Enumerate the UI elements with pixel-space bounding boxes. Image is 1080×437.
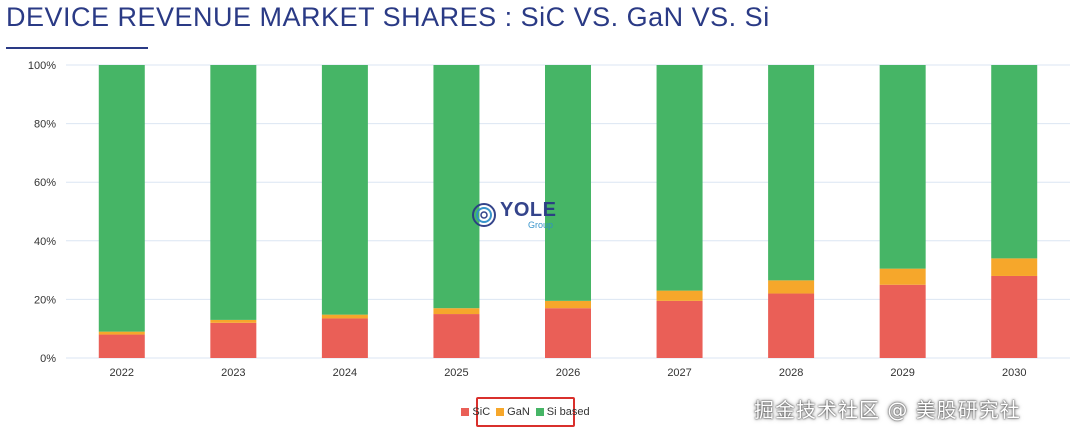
bar-sic [210, 322, 257, 358]
bar-sic [98, 334, 145, 358]
bar-gan [656, 290, 703, 301]
legend-swatch [496, 408, 505, 416]
bar-gan [545, 300, 591, 309]
x-tick-label: 2023 [221, 367, 245, 379]
x-tick-label: 2030 [1002, 367, 1026, 379]
legend-label: SiC [472, 406, 491, 418]
bar-si-based [433, 65, 480, 309]
y-tick-label: 20% [34, 294, 56, 306]
x-tick-label: 2025 [444, 367, 468, 379]
bar-si-based [545, 65, 591, 301]
legend-swatch [461, 408, 470, 416]
bar-gan [210, 319, 257, 323]
x-tick-label: 2029 [890, 367, 914, 379]
bar-gan [321, 314, 368, 319]
bar-gan [98, 331, 145, 335]
title-underline [6, 47, 148, 49]
legend-item: Si based [535, 406, 590, 418]
x-tick-label: 2027 [667, 367, 691, 379]
bar-sic [321, 318, 368, 358]
bar-si-based [656, 65, 703, 291]
bar-gan [433, 308, 480, 315]
x-tick-label: 2026 [556, 367, 580, 379]
y-tick-label: 0% [40, 353, 56, 365]
watermark: 掘金技术社区 @ 美股研究社 [754, 398, 1021, 422]
bar-si-based [98, 65, 145, 332]
y-tick-label: 60% [34, 177, 56, 189]
bar-sic [879, 284, 926, 358]
bar-sic [768, 293, 815, 358]
yole-logo: YOLE Group [472, 198, 556, 232]
bar-sic [991, 275, 1038, 358]
chart-legend: SiC GaN Si based [461, 397, 590, 427]
bar-sic [656, 300, 703, 358]
bar-sic [433, 314, 480, 358]
x-tick-label: 2028 [779, 367, 803, 379]
legend-item: SiC [461, 406, 490, 418]
bar-sic [545, 308, 591, 358]
yole-logo-icon [472, 203, 496, 227]
legend-label: Si based [546, 406, 590, 418]
bar-gan [768, 280, 815, 294]
chart-title: DEVICE REVENUE MARKET SHARES : SiC VS. G… [6, 2, 770, 32]
legend-label: GaN [507, 406, 530, 418]
bar-si-based [768, 65, 815, 281]
bar-si-based [879, 65, 926, 269]
legend-swatch [535, 408, 544, 416]
y-tick-label: 100% [28, 60, 56, 72]
legend-item: GaN [496, 406, 530, 418]
bar-si-based [321, 65, 368, 315]
y-tick-label: 80% [34, 119, 56, 131]
bar-si-based [210, 65, 257, 320]
x-tick-label: 2022 [110, 367, 134, 379]
logo-sub-text: Group [528, 220, 554, 230]
bar-gan [991, 258, 1038, 276]
bar-si-based [991, 65, 1038, 259]
logo-main-text: YOLE [500, 199, 557, 221]
y-tick-label: 40% [34, 236, 56, 248]
bar-gan [879, 268, 926, 285]
x-tick-label: 2024 [333, 367, 357, 379]
